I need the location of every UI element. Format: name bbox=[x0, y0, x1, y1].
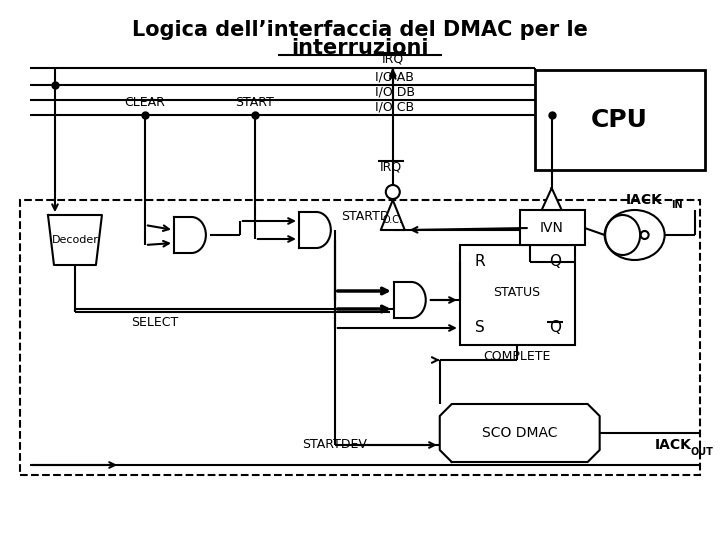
Text: SCO DMAC: SCO DMAC bbox=[482, 426, 557, 440]
Ellipse shape bbox=[606, 215, 640, 255]
Circle shape bbox=[386, 185, 400, 199]
Bar bbox=[20, 200, 700, 475]
Polygon shape bbox=[394, 282, 426, 318]
Text: IACK: IACK bbox=[654, 438, 691, 452]
Text: SELECT: SELECT bbox=[131, 315, 179, 328]
Text: IRQ: IRQ bbox=[382, 52, 404, 65]
Text: S: S bbox=[475, 321, 485, 335]
Polygon shape bbox=[48, 215, 102, 265]
Text: Decoder: Decoder bbox=[52, 235, 99, 245]
Text: O.C.: O.C. bbox=[383, 215, 402, 225]
Text: I/O DB: I/O DB bbox=[375, 85, 415, 98]
Text: IVN: IVN bbox=[540, 221, 564, 235]
Polygon shape bbox=[440, 404, 600, 462]
Ellipse shape bbox=[605, 210, 665, 260]
Polygon shape bbox=[541, 188, 562, 210]
Text: STARTD: STARTD bbox=[341, 211, 390, 224]
Text: IACK: IACK bbox=[626, 193, 663, 207]
Text: Logica dell’interfaccia del DMAC per le: Logica dell’interfaccia del DMAC per le bbox=[132, 20, 588, 40]
Polygon shape bbox=[174, 217, 206, 253]
Text: CPU: CPU bbox=[591, 108, 648, 132]
Text: I/O AB: I/O AB bbox=[375, 71, 414, 84]
Text: OUT: OUT bbox=[690, 447, 714, 457]
Text: Q: Q bbox=[549, 254, 561, 269]
Text: R: R bbox=[474, 254, 485, 269]
Bar bbox=[535, 70, 705, 170]
Bar bbox=[520, 210, 585, 245]
Text: STARTDEV: STARTDEV bbox=[302, 438, 367, 451]
Text: IN: IN bbox=[670, 200, 683, 210]
Text: I/O CB: I/O CB bbox=[375, 100, 414, 113]
Text: Q: Q bbox=[549, 321, 561, 335]
Text: CLEAR: CLEAR bbox=[125, 96, 166, 109]
Polygon shape bbox=[381, 200, 405, 230]
Bar bbox=[460, 245, 575, 345]
Text: IRQ: IRQ bbox=[379, 160, 402, 173]
Text: interruzioni: interruzioni bbox=[291, 38, 428, 58]
Polygon shape bbox=[299, 212, 330, 248]
Text: COMPLETE: COMPLETE bbox=[483, 350, 550, 363]
Text: STATUS: STATUS bbox=[493, 287, 540, 300]
Text: START: START bbox=[235, 96, 274, 109]
